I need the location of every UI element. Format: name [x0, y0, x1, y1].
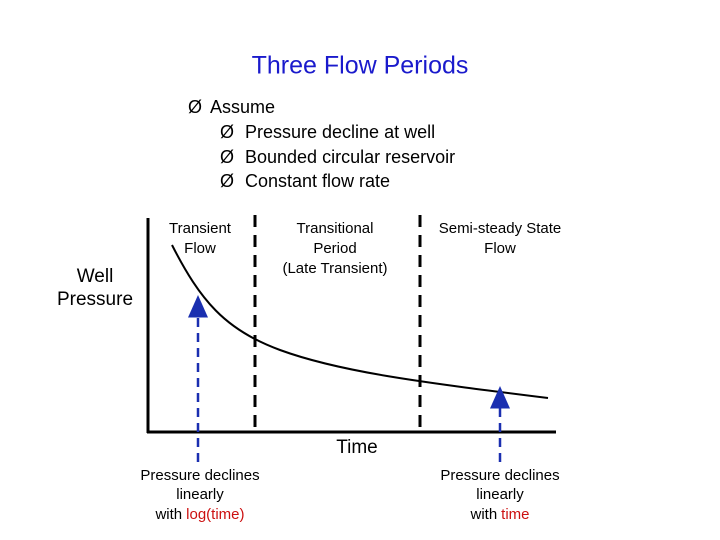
note: with log(time): [154, 506, 244, 523]
note-text: with: [469, 506, 497, 523]
period-label: Flow: [484, 240, 516, 257]
note: with time: [469, 506, 529, 523]
y-axis-label: Pressure: [57, 289, 133, 310]
bullet-text: Constant flow rate: [245, 171, 390, 191]
bullet-marker: Ø: [220, 171, 234, 191]
period-label: Flow: [184, 240, 216, 257]
note: linearly: [176, 486, 224, 503]
bullet-text: Pressure decline at well: [245, 122, 435, 142]
note-text: with: [154, 506, 182, 523]
x-axis-label: Time: [336, 437, 378, 458]
note-highlight: log(time): [186, 506, 244, 523]
bullet-marker: Ø: [220, 122, 234, 142]
note: Pressure declines: [440, 467, 559, 484]
y-axis-label: Well: [77, 266, 114, 287]
bullet-text: Assume: [210, 97, 275, 117]
period-label: Semi-steady State: [439, 220, 562, 237]
note: linearly: [476, 486, 524, 503]
period-label: Transitional: [297, 220, 374, 237]
period-label: (Late Transient): [282, 260, 387, 277]
period-label: Period: [313, 240, 356, 257]
title: Three Flow Periods: [252, 52, 469, 80]
bullet-marker: Ø: [220, 147, 234, 167]
note: Pressure declines: [140, 467, 259, 484]
bullet-marker: Ø: [188, 97, 202, 117]
period-label: Transient: [169, 220, 232, 237]
note-highlight: time: [501, 506, 529, 523]
bullet-text: Bounded circular reservoir: [245, 147, 455, 167]
